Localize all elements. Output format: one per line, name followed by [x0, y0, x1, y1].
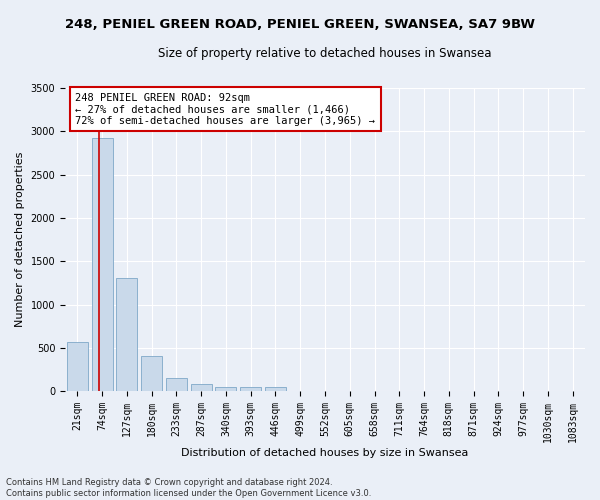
Title: Size of property relative to detached houses in Swansea: Size of property relative to detached ho…: [158, 48, 492, 60]
Bar: [166, 378, 187, 391]
Text: Contains HM Land Registry data © Crown copyright and database right 2024.
Contai: Contains HM Land Registry data © Crown c…: [6, 478, 371, 498]
Bar: [92, 138, 113, 391]
Bar: [240, 388, 261, 391]
Text: 248 PENIEL GREEN ROAD: 92sqm
← 27% of detached houses are smaller (1,466)
72% of: 248 PENIEL GREEN ROAD: 92sqm ← 27% of de…: [76, 92, 376, 126]
Bar: [265, 388, 286, 391]
Bar: [215, 387, 236, 391]
Y-axis label: Number of detached properties: Number of detached properties: [15, 152, 25, 328]
Bar: [116, 278, 137, 391]
Bar: [67, 342, 88, 391]
Text: 248, PENIEL GREEN ROAD, PENIEL GREEN, SWANSEA, SA7 9BW: 248, PENIEL GREEN ROAD, PENIEL GREEN, SW…: [65, 18, 535, 30]
Bar: [141, 356, 162, 391]
X-axis label: Distribution of detached houses by size in Swansea: Distribution of detached houses by size …: [181, 448, 469, 458]
Bar: [191, 384, 212, 391]
